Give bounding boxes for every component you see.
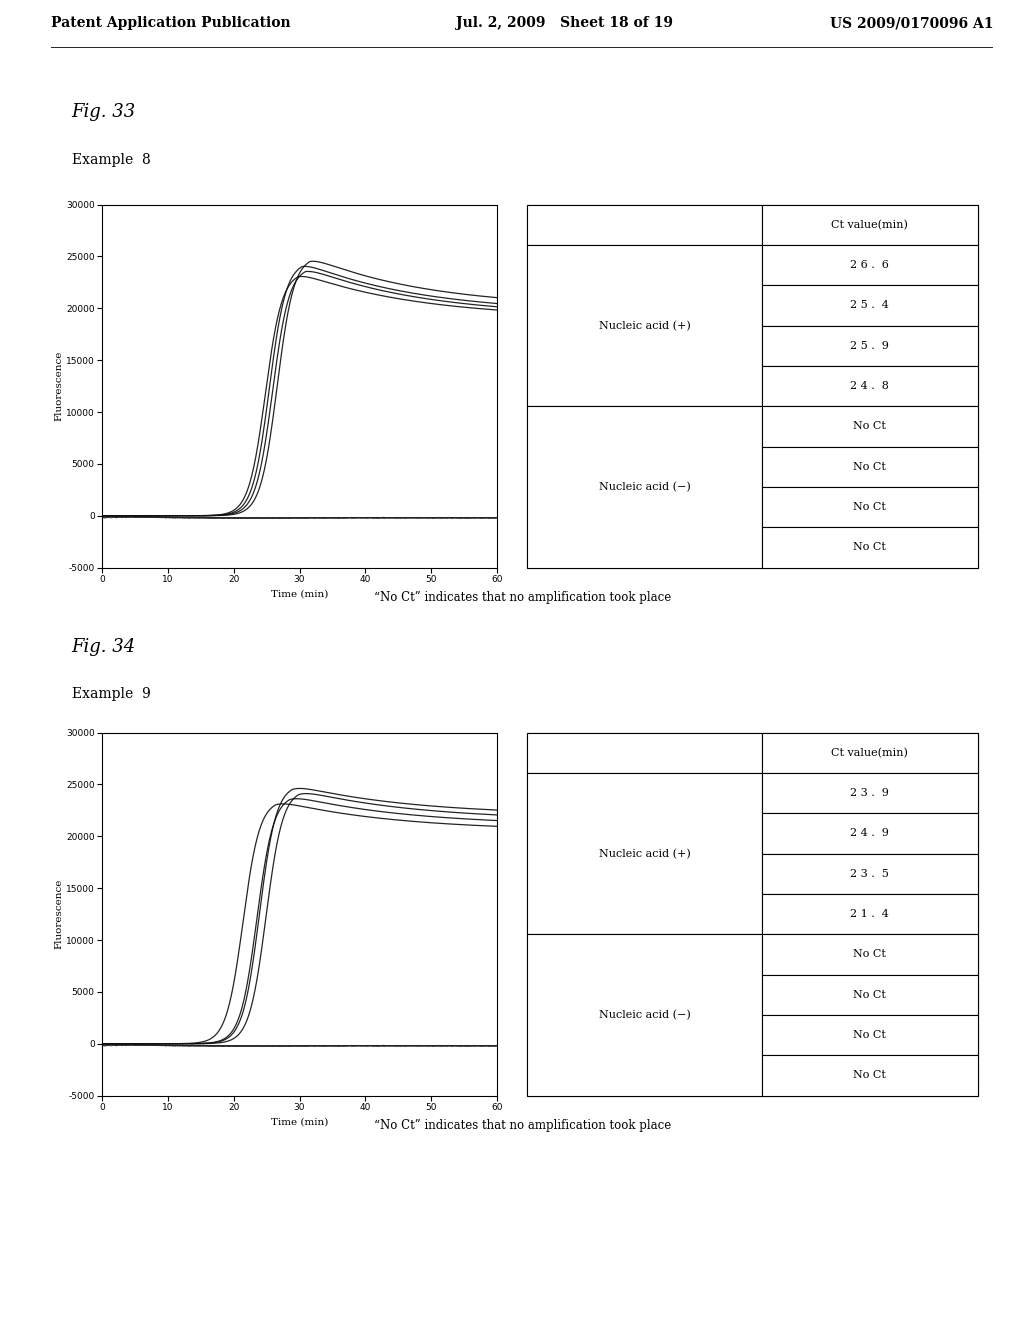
Bar	[762, 813, 978, 854]
Text: Fig. 33: Fig. 33	[72, 103, 136, 121]
Text: No Ct: No Ct	[853, 421, 886, 432]
Text: US 2009/0170096 A1: US 2009/0170096 A1	[829, 16, 993, 30]
Bar	[762, 446, 978, 487]
Text: Ct value(min): Ct value(min)	[831, 747, 908, 758]
Text: No Ct: No Ct	[853, 1071, 886, 1081]
Bar	[762, 487, 978, 527]
Text: No Ct: No Ct	[853, 502, 886, 512]
Text: Patent Application Publication: Patent Application Publication	[51, 16, 291, 30]
Bar	[762, 1055, 978, 1096]
Y-axis label: Fluorescence: Fluorescence	[54, 879, 63, 949]
Y-axis label: Fluorescence: Fluorescence	[54, 351, 63, 421]
Text: 2 4 .  8: 2 4 . 8	[850, 381, 889, 391]
Bar	[762, 774, 978, 813]
Text: Nucleic acid (+): Nucleic acid (+)	[599, 849, 690, 859]
Text: No Ct: No Ct	[853, 949, 886, 960]
Text: Example  9: Example 9	[72, 688, 151, 701]
Text: Nucleic acid (+): Nucleic acid (+)	[599, 321, 690, 331]
Bar	[762, 854, 978, 894]
X-axis label: Time (min): Time (min)	[270, 590, 329, 599]
Bar	[527, 774, 762, 935]
Bar	[527, 205, 762, 246]
Text: No Ct: No Ct	[853, 543, 886, 553]
Text: 2 4 .  9: 2 4 . 9	[850, 829, 889, 838]
Bar	[762, 1015, 978, 1055]
Text: 2 6 .  6: 2 6 . 6	[850, 260, 889, 271]
Text: “No Ct” indicates that no amplification took place: “No Ct” indicates that no amplification …	[374, 1119, 671, 1133]
Bar	[762, 205, 978, 246]
Text: No Ct: No Ct	[853, 462, 886, 471]
Text: 2 1 .  4: 2 1 . 4	[850, 909, 889, 919]
Bar	[527, 407, 762, 568]
Bar	[762, 894, 978, 935]
Bar	[762, 285, 978, 326]
Text: Fig. 34: Fig. 34	[72, 638, 136, 656]
Bar	[527, 935, 762, 1096]
Text: 2 5 .  9: 2 5 . 9	[850, 341, 889, 351]
Bar	[762, 246, 978, 285]
Bar	[762, 407, 978, 446]
Text: No Ct: No Ct	[853, 1030, 886, 1040]
Text: 2 3 .  5: 2 3 . 5	[850, 869, 889, 879]
Bar	[762, 527, 978, 568]
Text: “No Ct” indicates that no amplification took place: “No Ct” indicates that no amplification …	[374, 591, 671, 605]
Bar	[762, 935, 978, 974]
Text: 2 3 .  9: 2 3 . 9	[850, 788, 889, 799]
Bar	[527, 246, 762, 407]
Text: 2 5 .  4: 2 5 . 4	[850, 301, 889, 310]
Bar	[762, 326, 978, 366]
Text: Nucleic acid (−): Nucleic acid (−)	[599, 482, 690, 492]
Text: No Ct: No Ct	[853, 990, 886, 999]
Text: Ct value(min): Ct value(min)	[831, 219, 908, 230]
Text: Example  8: Example 8	[72, 153, 151, 166]
Bar	[762, 366, 978, 407]
Text: Nucleic acid (−): Nucleic acid (−)	[599, 1010, 690, 1020]
Bar	[762, 974, 978, 1015]
Text: Jul. 2, 2009   Sheet 18 of 19: Jul. 2, 2009 Sheet 18 of 19	[457, 16, 674, 30]
Bar	[762, 733, 978, 774]
X-axis label: Time (min): Time (min)	[270, 1118, 329, 1127]
Bar	[527, 733, 762, 774]
